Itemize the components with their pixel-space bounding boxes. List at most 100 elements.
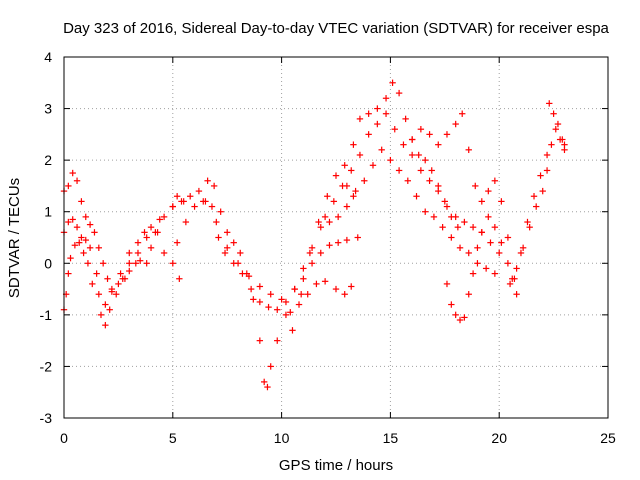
y-axis-label: SDTVAR / TECUs — [6, 178, 23, 298]
data-point — [422, 156, 429, 164]
y-tick-label: 1 — [44, 204, 52, 220]
y-tick-label: 2 — [44, 152, 52, 168]
data-point — [374, 105, 381, 112]
data-point — [350, 141, 357, 148]
data-point — [356, 151, 364, 159]
data-point — [264, 383, 271, 391]
data-point — [408, 151, 416, 159]
data-point — [260, 378, 268, 386]
data-point — [89, 280, 96, 288]
data-point — [496, 249, 503, 257]
data-point — [187, 193, 194, 200]
data-point — [287, 309, 294, 316]
data-point — [143, 260, 150, 267]
data-point — [426, 177, 433, 184]
data-point — [102, 321, 109, 329]
data-point — [472, 182, 479, 190]
data-point — [408, 136, 416, 143]
x-tick-label: 10 — [274, 430, 290, 446]
data-point — [389, 79, 396, 86]
data-point — [67, 254, 74, 262]
y-tick-label: -2 — [40, 358, 53, 374]
y-tick-label: 0 — [44, 255, 52, 271]
data-point — [374, 120, 381, 128]
data-point — [526, 223, 533, 231]
data-point — [461, 314, 468, 321]
data-point — [465, 291, 472, 298]
data-point — [308, 260, 316, 267]
data-point — [365, 131, 372, 138]
data-point — [182, 218, 190, 226]
data-point — [348, 167, 355, 174]
data-point — [213, 218, 220, 226]
data-point — [469, 270, 477, 277]
data-point — [550, 110, 557, 117]
data-point — [546, 100, 553, 107]
data-point — [104, 275, 111, 282]
data-point — [195, 187, 203, 195]
data-point — [308, 244, 316, 252]
data-point — [317, 223, 324, 231]
plot-frame — [63, 56, 609, 419]
data-point — [428, 167, 435, 174]
data-point — [478, 198, 485, 205]
data-point — [256, 298, 264, 306]
data-point — [513, 265, 520, 272]
data-point — [439, 223, 446, 231]
data-point — [415, 151, 422, 159]
data-point — [452, 120, 459, 128]
chart-title: Day 323 of 2016, Sidereal Day-to-day VTE… — [63, 20, 609, 37]
data-point — [506, 280, 514, 288]
data-point — [71, 242, 79, 249]
data-point — [65, 182, 72, 190]
data-point — [297, 291, 305, 298]
data-point — [465, 249, 472, 257]
data-point — [491, 223, 499, 231]
data-point — [504, 260, 512, 267]
data-point — [452, 213, 459, 221]
x-tick-label: 20 — [491, 430, 507, 446]
data-point — [250, 296, 257, 303]
data-point — [559, 136, 566, 143]
data-point — [147, 244, 155, 252]
data-point — [256, 283, 264, 290]
data-point — [413, 193, 420, 200]
data-point — [400, 141, 407, 148]
data-point — [134, 239, 142, 246]
data-point — [482, 265, 490, 272]
data-point — [176, 275, 183, 282]
data-point — [141, 229, 148, 236]
data-point — [202, 198, 209, 205]
data-point — [530, 193, 538, 200]
data-point — [350, 193, 357, 200]
data-point — [417, 126, 425, 133]
data-point — [126, 249, 133, 257]
data-point — [334, 239, 342, 246]
data-point — [365, 110, 372, 117]
data-point — [267, 363, 274, 370]
data-point — [204, 177, 211, 184]
data-point — [511, 275, 518, 282]
data-point — [343, 203, 351, 210]
data-point — [132, 260, 140, 267]
y-tick-label: -3 — [40, 410, 53, 426]
data-point — [99, 260, 107, 267]
data-point — [69, 216, 76, 223]
data-point — [378, 146, 385, 154]
data-point — [143, 234, 150, 241]
data-point — [356, 115, 364, 123]
data-point — [404, 177, 412, 184]
data-point — [84, 260, 92, 267]
x-axis-label: GPS time / hours — [279, 457, 393, 474]
data-point — [315, 218, 322, 226]
data-point — [237, 249, 244, 257]
data-point — [543, 167, 551, 174]
data-point — [126, 267, 133, 275]
data-point — [78, 234, 85, 241]
data-point — [265, 303, 272, 311]
data-point — [435, 187, 442, 195]
data-point — [487, 239, 494, 246]
data-point — [332, 285, 340, 293]
data-point — [86, 244, 94, 252]
data-point — [282, 311, 290, 319]
